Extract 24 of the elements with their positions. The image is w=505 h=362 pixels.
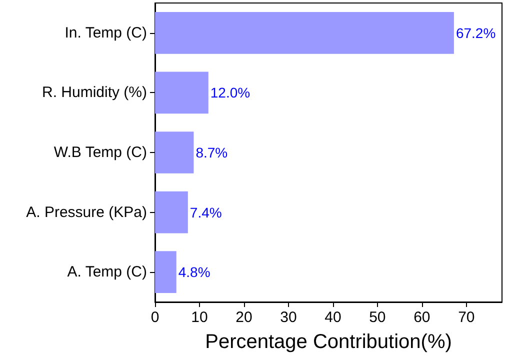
data-label: 8.7% (196, 144, 228, 160)
x-tick-label: 20 (236, 309, 252, 326)
y-tick-label: W.B Temp (C) (54, 144, 147, 161)
x-tick-label: 50 (369, 309, 386, 326)
x-tick-label: 10 (191, 309, 208, 326)
x-tick-label: 60 (414, 309, 430, 326)
data-label: 4.8% (178, 264, 210, 280)
x-axis-title: Percentage Contribution(%) (205, 331, 452, 353)
data-label: 67.2% (456, 24, 496, 41)
x-tick-label: 40 (324, 309, 342, 326)
bar (155, 132, 194, 174)
y-tick-label: A. Pressure (KPa) (26, 204, 147, 221)
data-label: 12.0% (210, 84, 250, 101)
y-tick-label: In. Temp (C) (64, 24, 147, 42)
x-tick-label: 70 (458, 309, 475, 326)
bar (155, 251, 176, 294)
bar (155, 72, 208, 114)
data-label: 7.4% (190, 204, 222, 220)
x-tick-label: 30 (280, 309, 297, 326)
x-tick-label: 0 (150, 309, 160, 326)
y-tick-label: A. Temp (C) (67, 264, 147, 281)
bar (155, 12, 454, 54)
y-tick-label: R. Humidity (%) (42, 84, 147, 102)
bar (155, 191, 188, 234)
